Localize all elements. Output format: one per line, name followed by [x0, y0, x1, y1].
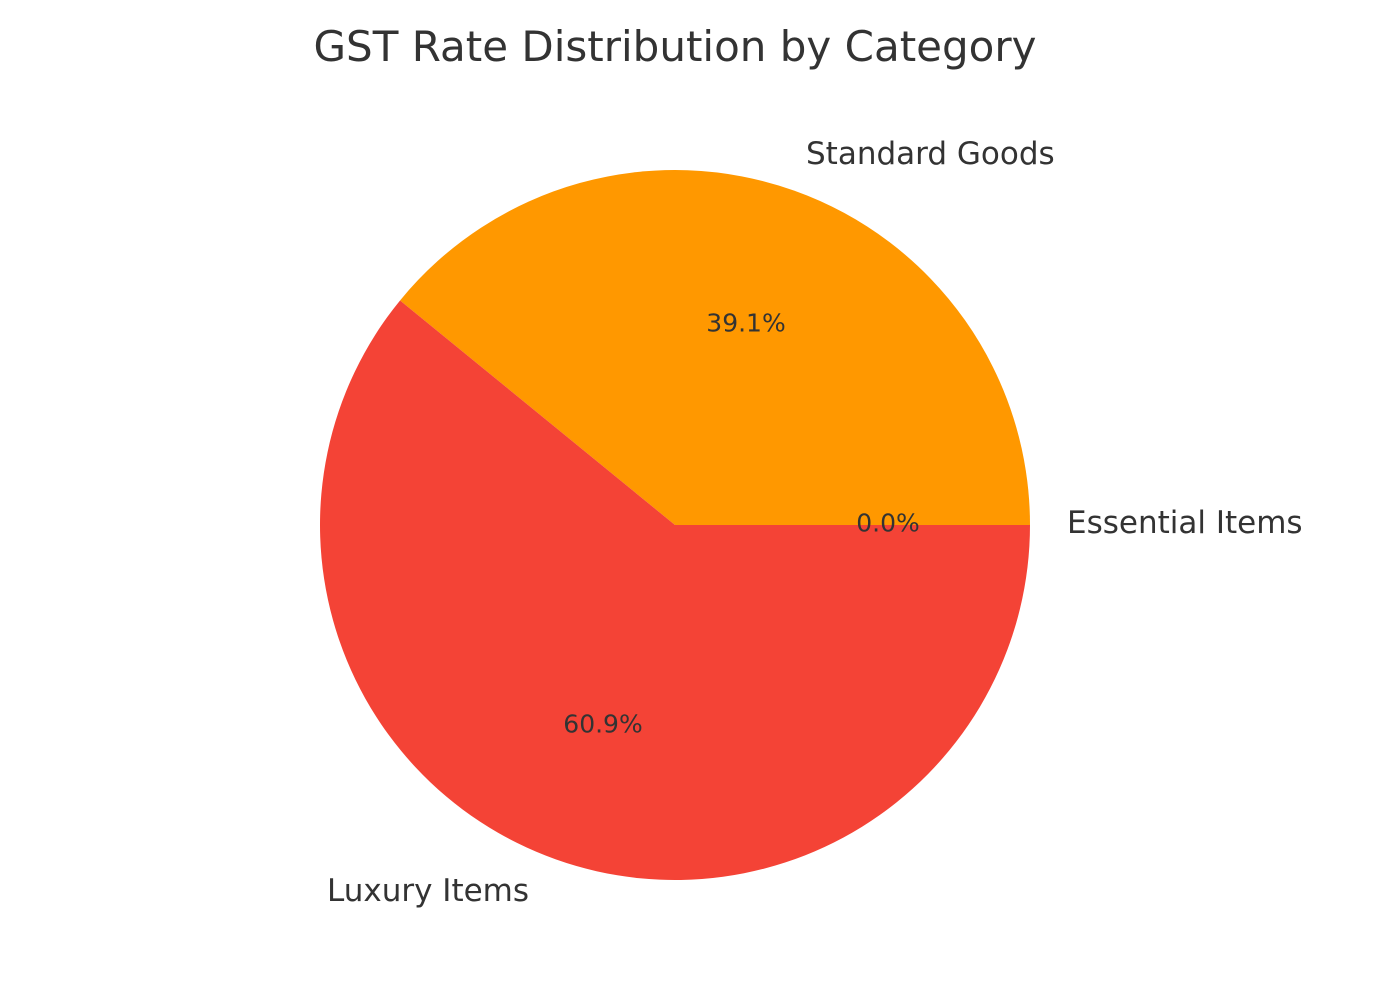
pie-slice-luxury-items — [319, 300, 1030, 880]
slice-pct-luxury-items: 60.9% — [563, 709, 643, 739]
slice-pct-essential-items: 0.0% — [856, 508, 920, 538]
slice-pct-standard-goods: 39.1% — [706, 308, 786, 338]
chart-title: GST Rate Distribution by Category — [313, 22, 1037, 71]
slice-label-essential-items: Essential Items — [1067, 505, 1303, 541]
slice-label-standard-goods: Standard Goods — [806, 136, 1055, 172]
pie-slice-standard-goods — [400, 169, 1031, 525]
slice-label-luxury-items: Luxury Items — [327, 873, 530, 909]
